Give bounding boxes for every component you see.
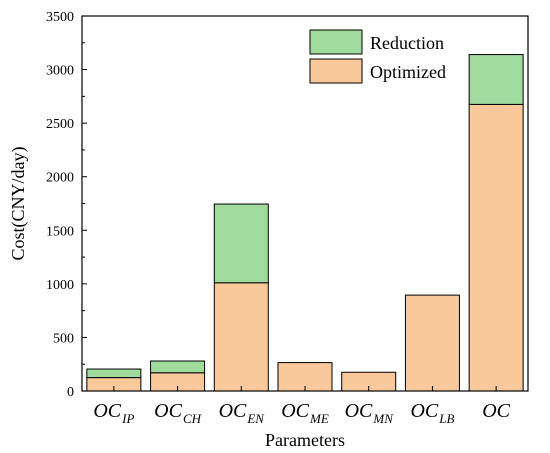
x-tick-label: OCCH — [154, 400, 201, 426]
legend-swatch-optimized — [309, 58, 363, 84]
bar-reduction-oc-en — [213, 203, 269, 284]
x-tick-label-subscript: LB — [438, 411, 454, 426]
x-tick-label: OCMN — [345, 400, 395, 426]
bar-optimized-oc-lb — [404, 294, 460, 392]
y-tick-label: 3500 — [46, 10, 74, 25]
plot-frame — [81, 15, 529, 392]
x-tick-label-main: OC — [219, 400, 247, 422]
legend-label-reduction: Reduction — [370, 33, 444, 53]
y-axis-title: Cost(CNY/day) — [8, 147, 29, 261]
x-axis: OCIP OCCH OCEN OCME OCMN OCLB OC — [93, 386, 511, 426]
x-tick-label-main: OC — [93, 400, 121, 422]
x-tick-label-main: OC — [154, 400, 182, 422]
bar-reduction-oc-ch — [150, 360, 206, 374]
x-tick-label-main: OC — [281, 400, 309, 422]
x-tick-label: OCIP — [93, 400, 134, 426]
bar-optimized-oc-en — [213, 282, 269, 392]
bar-reduction-oc — [468, 54, 524, 105]
x-tick-label-subscript: IP — [121, 411, 134, 426]
x-axis-title: Parameters — [265, 430, 345, 450]
bar-optimized-oc — [468, 103, 524, 392]
bars-group — [86, 54, 524, 392]
x-tick-label-subscript: EN — [246, 411, 265, 426]
y-tick-label: 0 — [67, 385, 74, 400]
y-tick-label: 500 — [53, 331, 74, 346]
x-tick-label: OCME — [281, 400, 329, 426]
y-axis: 0 500 1000 1500 2000 2500 3000 3500 — [46, 10, 87, 400]
y-tick-label: 1000 — [46, 278, 74, 293]
x-tick-label: OCEN — [219, 400, 266, 426]
x-tick-label: OC — [482, 400, 510, 422]
y-tick-label: 1500 — [46, 224, 74, 239]
x-tick-label-main: OC — [482, 400, 510, 422]
legend-swatch-reduction — [309, 29, 363, 55]
x-tick-label-main: OC — [410, 400, 438, 422]
y-tick-label: 2500 — [46, 117, 74, 132]
x-tick-label-main: OC — [345, 400, 373, 422]
legend-label-optimized: Optimized — [370, 62, 446, 82]
x-tick-label-subscript: MN — [372, 411, 394, 426]
y-tick-label: 3000 — [46, 64, 74, 79]
y-tick-label: 2000 — [46, 171, 74, 186]
x-tick-label: OCLB — [410, 400, 454, 426]
legend: Reduction Optimized — [309, 29, 446, 84]
bar-reduction-oc-ip — [86, 368, 142, 379]
x-tick-label-subscript: CH — [183, 411, 202, 426]
x-tick-label-subscript: ME — [309, 411, 329, 426]
